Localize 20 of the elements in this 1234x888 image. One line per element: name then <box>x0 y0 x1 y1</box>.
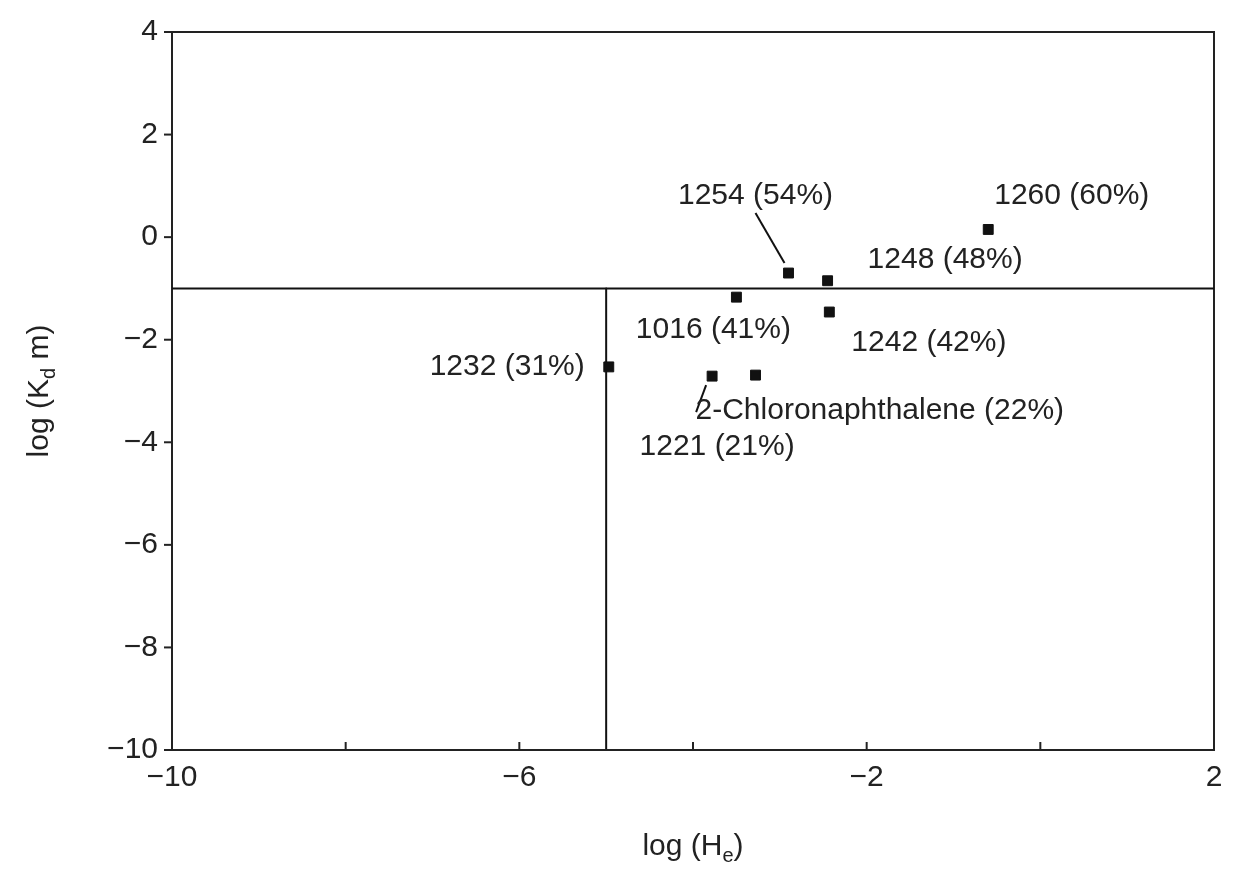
y-tick-label: 0 <box>141 218 158 252</box>
annotation: 1232 (31%) <box>429 348 585 382</box>
y-tick-label: 2 <box>141 115 158 149</box>
x-tick-label: −2 <box>849 759 884 793</box>
y-tick-label: −10 <box>107 731 158 765</box>
annotation: 1254 (54%) <box>677 177 834 211</box>
annotation: 1260 (60%) <box>994 176 1150 210</box>
x-tick-label: −6 <box>502 759 537 793</box>
y-tick-label: −2 <box>123 320 158 354</box>
annotation: 2-Chloronaphthalene (22%) <box>695 392 1065 426</box>
annotation: 1221 (21%) <box>639 428 795 462</box>
annotation: 1016 (41%) <box>635 311 791 345</box>
x-axis-title: log (H$_{e}$) <box>642 828 744 867</box>
x-tick-label: 2 <box>1205 759 1223 793</box>
y-tick-label: −8 <box>123 628 158 662</box>
annotation: 1242 (42%) <box>851 324 1007 358</box>
y-tick-label: 4 <box>141 13 158 47</box>
annotation: 1248 (48%) <box>867 241 1023 274</box>
y-tick-label: −4 <box>123 423 158 457</box>
y-tick-label: −6 <box>123 526 158 560</box>
